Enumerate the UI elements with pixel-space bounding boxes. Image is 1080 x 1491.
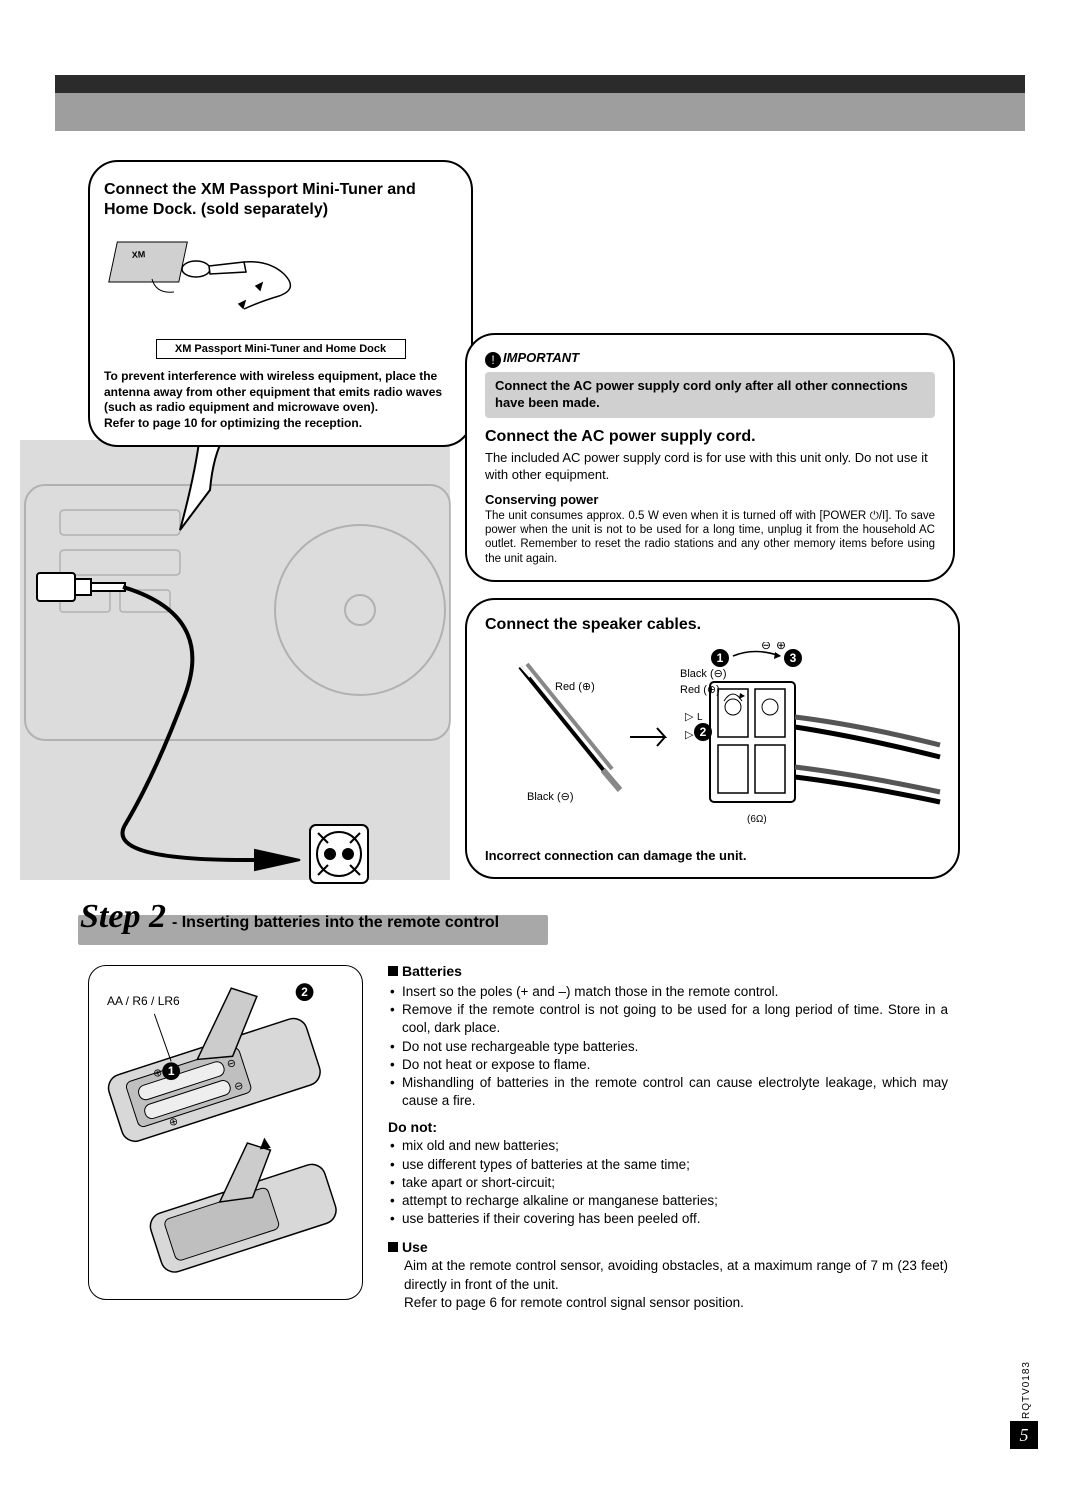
svg-text:(6Ω): (6Ω): [747, 814, 767, 825]
svg-text:⊕: ⊕: [776, 642, 786, 652]
list-item: Insert so the poles (+ and –) match thos…: [388, 983, 948, 1001]
header-dark-bar: [55, 75, 1025, 93]
callout-speaker-cables: Connect the speaker cables. Red (⊕) Blac…: [465, 598, 960, 879]
callout-xm-passport: Connect the XM Passport Mini-Tuner and H…: [88, 160, 473, 447]
svg-text:▷: ▷: [685, 729, 694, 741]
svg-text:1: 1: [168, 1064, 175, 1078]
svg-text:2: 2: [700, 725, 707, 739]
callout3-title: Connect the speaker cables.: [485, 616, 940, 634]
list-item: use batteries if their covering has been…: [388, 1210, 948, 1228]
svg-text:L: L: [697, 712, 703, 723]
svg-text:3: 3: [790, 651, 797, 665]
step2-label: Step 2: [80, 898, 166, 936]
svg-text:2: 2: [301, 985, 308, 999]
callout-ac-power: !IMPORTANT Connect the AC power supply c…: [465, 333, 955, 582]
callout3-warning: Incorrect connection can damage the unit…: [485, 848, 940, 863]
remote-battery-illustration: ⊕ ⊕ ⊖ ⊖ 1 2: [97, 974, 354, 1291]
donot-list: mix old and new batteries; use different…: [388, 1137, 948, 1228]
list-item: attempt to recharge alkaline or manganes…: [388, 1192, 948, 1210]
callout2-subtitle: Conserving power: [485, 492, 935, 507]
donot-heading: Do not:: [388, 1118, 948, 1137]
batteries-list: Insert so the poles (+ and –) match thos…: [388, 983, 948, 1111]
svg-text:Red (⊕): Red (⊕): [555, 681, 595, 693]
svg-text:XM: XM: [131, 249, 145, 260]
important-tag: !IMPORTANT: [485, 349, 935, 368]
list-item: Do not heat or expose to flame.: [388, 1056, 948, 1074]
document-code: RQTV0183: [1021, 1361, 1032, 1419]
list-item: use different types of batteries at the …: [388, 1156, 948, 1174]
use-heading: Use: [388, 1238, 948, 1257]
batteries-heading: Batteries: [388, 962, 948, 981]
list-item: mix old and new batteries;: [388, 1137, 948, 1155]
svg-text:1: 1: [717, 651, 724, 665]
list-item: Do not use rechargeable type batteries.: [388, 1038, 948, 1056]
battery-type-label: AA / R6 / LR6: [107, 994, 180, 1008]
svg-text:⊖: ⊖: [761, 642, 771, 652]
callout2-desc: The included AC power supply cord is for…: [485, 450, 935, 484]
svg-text:▷: ▷: [685, 711, 694, 723]
page-number: 5: [1010, 1421, 1038, 1449]
xm-connector-diagram: XM: [104, 234, 344, 324]
use-body-1: Aim at the remote control sensor, avoidi…: [388, 1257, 948, 1293]
power-cable-illustration: [35, 555, 435, 905]
battery-diagram-box: AA / R6 / LR6 ⊕ ⊕ ⊖ ⊖ 1 2: [88, 965, 363, 1300]
square-bullet-icon: [388, 966, 398, 976]
square-bullet-icon: [388, 1242, 398, 1252]
batteries-text-section: Batteries Insert so the poles (+ and –) …: [388, 962, 948, 1312]
important-box: Connect the AC power supply cord only af…: [485, 372, 935, 418]
header-gray-bar: [55, 93, 1025, 131]
callout2-title: Connect the AC power supply cord.: [485, 428, 935, 446]
manual-page: { "callout1": { "title": "Connect the XM…: [0, 0, 1080, 1491]
callout1-body: To prevent interference with wireless eq…: [104, 369, 457, 431]
callout1-title: Connect the XM Passport Mini-Tuner and H…: [104, 180, 457, 220]
step2-heading: Step 2 - Inserting batteries into the re…: [80, 898, 499, 936]
important-icon: !: [485, 352, 501, 368]
svg-text:Black (⊖): Black (⊖): [680, 668, 727, 680]
list-item: Remove if the remote control is not goin…: [388, 1001, 948, 1037]
speaker-cable-diagram: Red (⊕) Black (⊖) Black (⊖) Red (⊕) ⊖ ⊕ …: [485, 642, 945, 837]
step2-subtitle: - Inserting batteries into the remote co…: [172, 914, 499, 932]
callout2-subbody: The unit consumes approx. 0.5 W even whe…: [485, 509, 935, 567]
use-body-2: Refer to page 6 for remote control signa…: [388, 1294, 948, 1312]
list-item: take apart or short-circuit;: [388, 1174, 948, 1192]
svg-text:Black (⊖): Black (⊖): [527, 791, 574, 803]
callout1-pointer: [175, 435, 255, 555]
list-item: Mishandling of batteries in the remote c…: [388, 1074, 948, 1110]
xm-label-box: XM Passport Mini-Tuner and Home Dock: [156, 339, 406, 359]
svg-text:Red (⊕): Red (⊕): [680, 684, 720, 696]
